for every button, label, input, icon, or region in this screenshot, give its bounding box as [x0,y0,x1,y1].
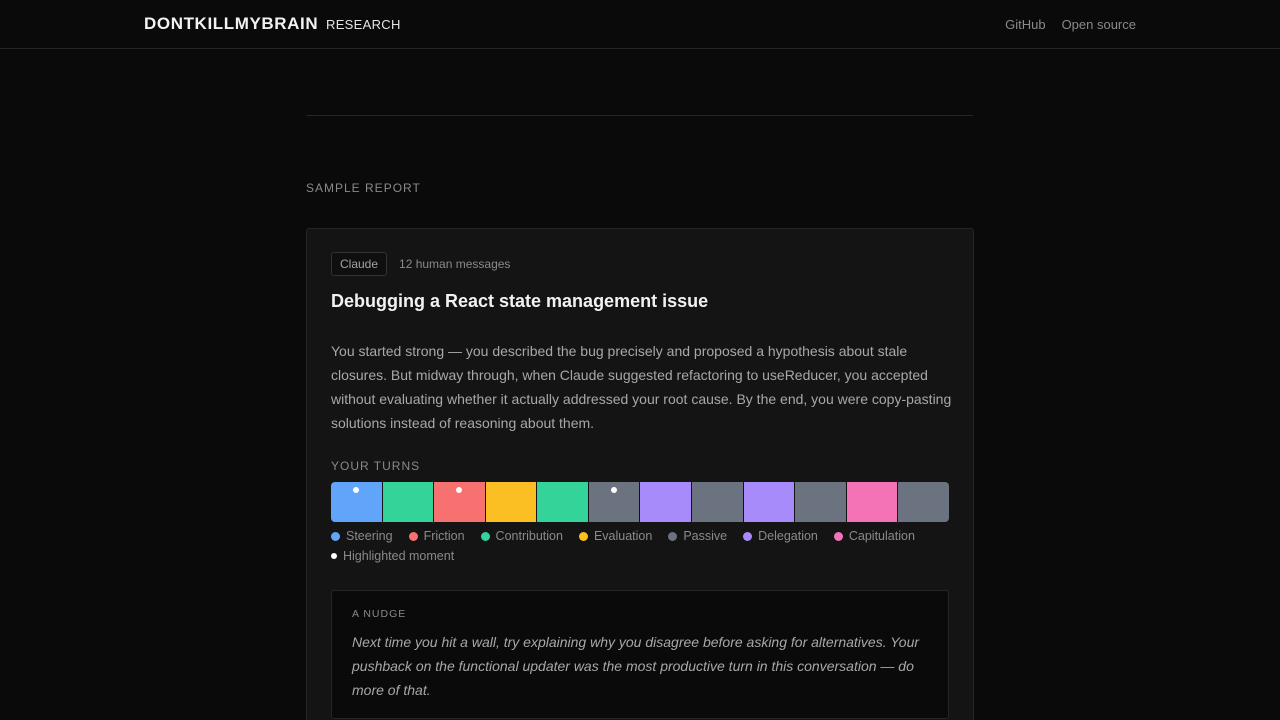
turn-segment-evaluation[interactable] [485,482,537,522]
legend-item-delegation: Delegation [743,529,818,543]
turn-segment-passive[interactable] [588,482,640,522]
legend-item-capitulation: Capitulation [833,529,915,543]
turn-segment-steering[interactable] [331,482,382,522]
model-badge: Claude [331,252,388,276]
turn-segment-delegation[interactable] [640,482,692,522]
turn-segment-passive[interactable] [898,482,949,522]
report-meta: Claude 12 human messages [331,252,510,276]
turn-segment-contribution[interactable] [382,482,434,522]
report-title: Debugging a React state management issue [331,291,709,311]
legend-label: Steering [346,529,393,543]
legend-swatch-icon [833,531,843,541]
turn-segment-friction[interactable] [434,482,485,522]
legend-item-passive: Passive [668,529,727,543]
nudge-text: Next time you hit a wall, try explaining… [352,634,920,698]
turns-legend: Steering Friction Contribution Evaluation Pa… [331,529,955,563]
legend-swatch-icon [743,531,753,541]
turn-segment-delegation[interactable] [743,482,795,522]
legend-item-friction: Friction [408,529,465,543]
legend-label: Friction [423,529,465,543]
legend-swatch-icon [331,531,340,541]
legend-item-steering: Steering [331,529,393,543]
legend-swatch-icon [578,531,588,541]
top-navigation-bar: DONTKILLMYBRAIN RESEARCH GitHub Open sou… [0,0,1280,49]
open-source-link[interactable]: Open source [1061,17,1136,32]
nudge-box: A NUDGE Next time you hit a wall, try ex… [331,590,949,719]
section-divider [306,115,973,116]
legend-label: Passive [683,529,728,543]
turn-segment-capitulation[interactable] [846,482,898,522]
sample-report-card: Claude 12 human messages Debugging a Rea… [306,228,974,720]
legend-swatch-icon [408,531,418,541]
turn-segment-passive[interactable] [795,482,846,522]
legend-label: Contribution [495,529,563,543]
nav-right-links: GitHub Open source [1005,17,1136,32]
legend-swatch-icon [480,531,490,541]
legend-item-highlighted-moment: Highlighted moment [331,549,454,563]
report-summary: You started strong — you described the b… [331,343,952,431]
nudge-label: A NUDGE [352,608,407,620]
legend-label: Highlighted moment [343,549,455,563]
turns-bar [331,482,949,522]
turns-label: YOUR TURNS [331,459,421,473]
turn-segment-passive[interactable] [692,482,743,522]
section-label: SAMPLE REPORT [306,181,421,195]
legend-label: Capitulation [848,529,915,543]
highlight-dot-icon [331,553,337,559]
legend-item-contribution: Contribution [480,529,563,543]
brand-logo-link[interactable]: DONTKILLMYBRAIN [144,14,319,33]
legend-item-evaluation: Evaluation [578,529,653,543]
legend-swatch-icon [668,531,678,541]
message-count: 12 human messages [399,257,511,271]
nav-research-link[interactable]: RESEARCH [326,17,401,32]
turn-segment-contribution[interactable] [537,482,588,522]
github-link[interactable]: GitHub [1005,17,1046,32]
legend-label: Delegation [758,529,818,543]
highlight-dot-icon [611,487,618,493]
highlight-dot-icon [456,487,463,493]
legend-label: Evaluation [593,529,653,543]
highlight-dot-icon [353,487,360,493]
